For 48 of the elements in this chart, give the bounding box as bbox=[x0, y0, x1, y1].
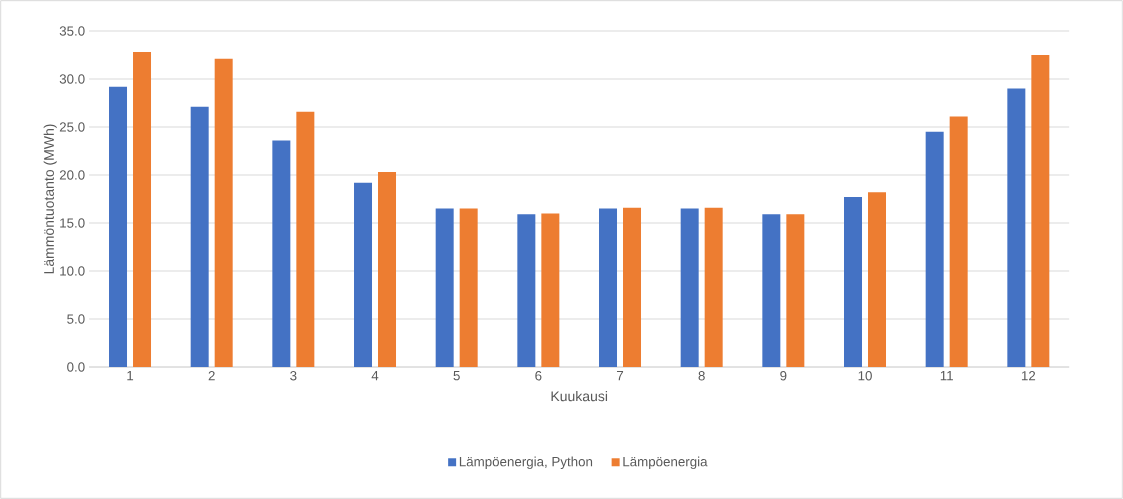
x-axis-title: Kuukausi bbox=[551, 390, 608, 402]
bar bbox=[133, 52, 152, 367]
y-tick-label: 10.0 bbox=[60, 266, 85, 276]
bar bbox=[354, 182, 373, 367]
bar bbox=[1031, 55, 1050, 367]
bar bbox=[190, 106, 209, 367]
bar bbox=[459, 208, 478, 367]
y-axis-title: Lämmöntuotanto (MWh) bbox=[43, 124, 57, 274]
x-tick-label: 4 bbox=[371, 371, 379, 381]
x-tick-label: 10 bbox=[858, 371, 872, 381]
x-tick-label: 1 bbox=[127, 371, 134, 381]
x-tick-label: 3 bbox=[290, 371, 297, 381]
legend-label: Lämpöenergia bbox=[623, 456, 708, 470]
bar bbox=[435, 208, 454, 367]
bar bbox=[762, 214, 781, 367]
bar bbox=[623, 207, 642, 367]
bar bbox=[378, 172, 397, 367]
legend-label: Lämpöenergia, Python bbox=[459, 456, 593, 470]
bar bbox=[109, 86, 128, 367]
bar bbox=[599, 208, 618, 367]
y-tick-label: 20.0 bbox=[59, 170, 85, 180]
bar bbox=[296, 111, 315, 367]
y-tick-label: 15.0 bbox=[60, 218, 85, 228]
bar bbox=[214, 58, 233, 367]
bar bbox=[1007, 88, 1026, 367]
bar bbox=[517, 214, 536, 367]
x-tick-label: 9 bbox=[780, 371, 787, 381]
bar bbox=[541, 213, 560, 367]
y-tick-label: 35.0 bbox=[59, 26, 85, 36]
x-tick-label: 2 bbox=[208, 371, 215, 381]
bar bbox=[786, 214, 805, 367]
x-tick-label: 11 bbox=[940, 371, 953, 381]
bar bbox=[949, 116, 968, 367]
y-tick-label: 30.0 bbox=[59, 74, 85, 84]
bar bbox=[680, 208, 699, 367]
x-tick-label: 8 bbox=[698, 371, 705, 381]
x-tick-label: 7 bbox=[616, 371, 624, 381]
bar bbox=[704, 207, 723, 367]
y-tick-label: 5.0 bbox=[67, 314, 85, 324]
x-tick-label: 6 bbox=[535, 371, 542, 381]
x-tick-label: 5 bbox=[453, 371, 460, 381]
bar bbox=[868, 192, 887, 367]
y-tick-label: 25.0 bbox=[59, 122, 85, 132]
bar bbox=[844, 197, 863, 367]
x-tick-label: 12 bbox=[1021, 371, 1036, 381]
y-tick-label: 0.0 bbox=[67, 362, 85, 372]
bar bbox=[272, 140, 291, 367]
bar bbox=[925, 131, 944, 367]
